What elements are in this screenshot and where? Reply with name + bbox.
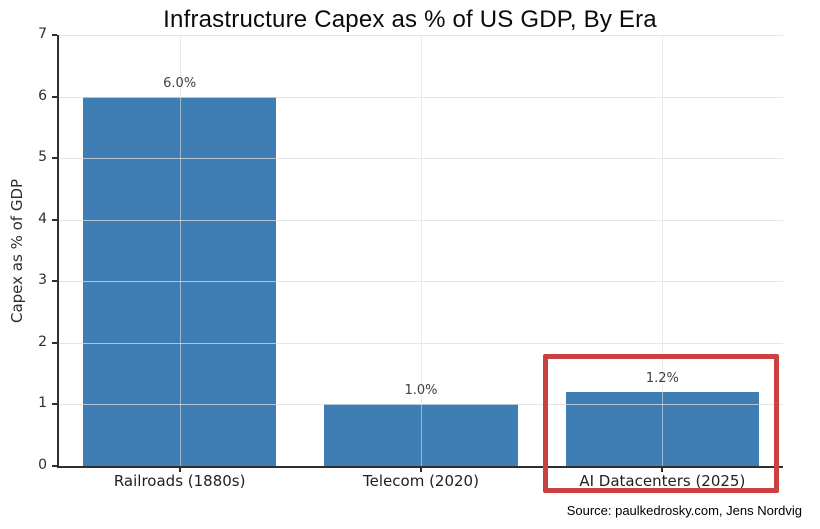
- y-tick-mark-0: [52, 465, 57, 467]
- gridline-horizontal-5: [59, 158, 783, 160]
- y-tick-mark-7: [52, 34, 57, 36]
- x-tick-mark-1: [420, 468, 422, 472]
- y-tick-mark-5: [52, 157, 57, 160]
- gridline-horizontal-7: [59, 35, 783, 36]
- gridline-vertical-0: [179, 35, 181, 466]
- plot-area: 6.0% 1.0% 1.2%: [57, 35, 783, 468]
- x-tick-mark-0: [178, 468, 181, 472]
- gridline-vertical-1: [421, 35, 422, 466]
- x-tick-label-0: Railroads (1880s): [113, 472, 246, 490]
- y-tick-label-0: 0: [38, 457, 47, 473]
- x-tick-mark-2: [661, 468, 664, 472]
- source-attribution: Source: paulkedrosky.com, Jens Nordvig: [566, 503, 802, 518]
- y-tick-mark-4: [52, 218, 57, 221]
- y-tick-mark-1: [52, 403, 57, 406]
- y-tick-label-4: 4: [38, 210, 47, 227]
- y-tick-mark-6: [52, 95, 57, 98]
- gridline-horizontal-3: [59, 281, 783, 283]
- y-tick-mark-2: [52, 341, 57, 344]
- gridline-horizontal-1: [59, 404, 783, 406]
- y-tick-label-6: 6: [38, 87, 47, 104]
- y-tick-label-1: 1: [38, 395, 47, 412]
- chart-title: Infrastructure Capex as % of US GDP, By …: [163, 6, 657, 33]
- highlight-box: [542, 354, 779, 493]
- y-tick-mark-3: [52, 280, 57, 283]
- bar-value-label-1: 1.0%: [404, 383, 438, 399]
- bar-value-label-2: 1.2%: [645, 371, 679, 387]
- gridline-horizontal-4: [59, 219, 783, 221]
- gridline-vertical-2: [662, 35, 664, 466]
- bar-value-label-0: 6.0%: [163, 75, 197, 91]
- x-tick-label-2: AI Datacenters (2025): [579, 472, 746, 490]
- y-tick-label-3: 3: [38, 272, 47, 289]
- bar-1: [324, 404, 518, 466]
- y-tick-label-5: 5: [38, 149, 47, 166]
- y-tick-label-7: 7: [38, 26, 47, 42]
- y-tick-label-2: 2: [38, 333, 47, 350]
- gridline-horizontal-2: [59, 342, 783, 344]
- gridline-horizontal-6: [59, 96, 783, 98]
- x-tick-label-1: Telecom (2020): [363, 472, 479, 490]
